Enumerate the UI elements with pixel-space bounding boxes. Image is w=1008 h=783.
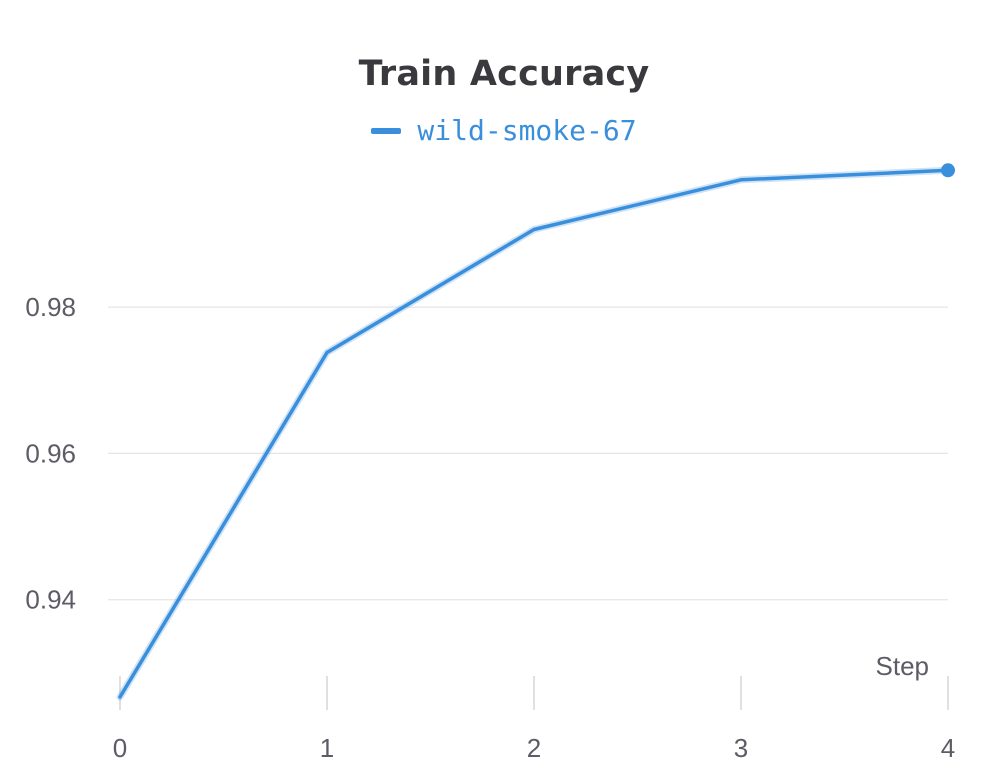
series-lines bbox=[116, 166, 952, 701]
data-point bbox=[531, 227, 537, 233]
x-tick-label: 0 bbox=[113, 733, 127, 763]
chart-title: Train Accuracy bbox=[358, 54, 650, 94]
series-line bbox=[118, 168, 950, 699]
legend-swatch bbox=[371, 127, 402, 134]
x-axis-label: Step bbox=[876, 651, 930, 681]
legend: wild-smoke-67 bbox=[0, 114, 1008, 147]
grid-lines bbox=[108, 306, 948, 601]
data-point bbox=[738, 177, 744, 183]
last-point-marker bbox=[941, 163, 955, 178]
y-tick-label: 0.94 bbox=[25, 585, 76, 615]
x-tick-label: 3 bbox=[734, 733, 748, 763]
x-tick-label: 4 bbox=[941, 733, 955, 763]
legend-label: wild-smoke-67 bbox=[417, 114, 637, 147]
series-line-halo bbox=[116, 166, 952, 701]
x-tick-label: 2 bbox=[527, 733, 541, 763]
data-point bbox=[117, 694, 123, 700]
series-markers bbox=[117, 163, 955, 700]
x-tick-label: 1 bbox=[320, 733, 334, 763]
x-tick-marks bbox=[119, 676, 949, 710]
y-tick-label: 0.98 bbox=[25, 292, 76, 322]
x-tick-labels: 0 1 2 3 4 bbox=[113, 733, 955, 763]
data-point bbox=[324, 349, 330, 355]
y-tick-labels: 0.94 0.96 0.98 bbox=[25, 292, 76, 615]
y-tick-label: 0.96 bbox=[25, 438, 76, 468]
